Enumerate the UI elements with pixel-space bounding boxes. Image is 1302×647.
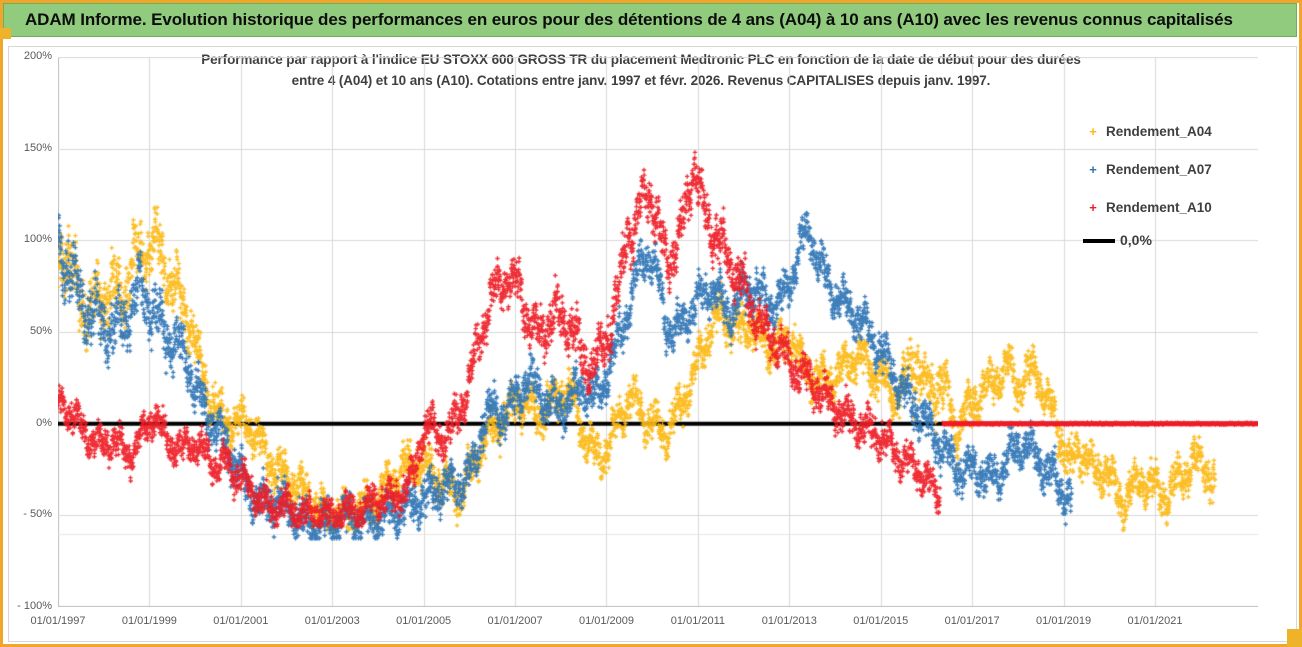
x-tick-label: 01/01/1997	[30, 615, 86, 627]
x-tick-label: 01/01/2009	[578, 615, 635, 627]
x-tick-label: 01/01/2003	[304, 615, 360, 627]
x-tick-label: 01/01/2007	[487, 615, 543, 627]
x-tick-label: 01/01/2015	[853, 615, 909, 627]
x-tick-label: 01/01/2011	[670, 615, 726, 627]
legend-label: Rendement_A04	[1106, 124, 1212, 140]
gold-accent-bottom-right	[1287, 629, 1302, 647]
x-tick-label: 01/01/2013	[761, 615, 817, 627]
x-tick-label: 01/01/1999	[121, 615, 177, 627]
zero-line-label: 0,0%	[1120, 232, 1152, 248]
legend-item-rendement-a10: + Rendement_A10	[1080, 199, 1212, 217]
x-tick-label: 01/01/2005	[396, 615, 452, 627]
y-tick-label: 50%	[29, 325, 52, 337]
plus-marker-icon: +	[1089, 200, 1097, 216]
x-tick-label: 01/01/2017	[944, 615, 1000, 627]
header-banner: ADAM Informe. Evolution historique des p…	[3, 3, 1297, 37]
scatter-plot-canvas	[58, 57, 1258, 607]
legend-item-rendement-a07: + Rendement_A07	[1080, 161, 1212, 179]
y-tick-label: 200%	[23, 50, 52, 62]
x-tick-label: 01/01/2019	[1036, 615, 1092, 627]
y-tick-label: - 50%	[23, 508, 52, 521]
legend-item-rendement-a04: + Rendement_A04	[1080, 123, 1212, 141]
y-tick-label: - 100%	[17, 600, 52, 612]
plus-marker-icon: +	[1089, 124, 1097, 140]
y-tick-label: 0%	[36, 416, 52, 429]
y-tick-label: 150%	[23, 141, 52, 154]
x-tick-label: 01/01/2001	[213, 615, 269, 627]
y-tick-label: 100%	[23, 233, 52, 246]
plus-marker-icon: +	[1089, 162, 1097, 178]
x-tick-label: 01/01/2021	[1127, 615, 1183, 627]
gold-accent-top-left	[0, 28, 11, 39]
zero-line-swatch	[1083, 239, 1115, 243]
legend-label: Rendement_A10	[1106, 200, 1212, 216]
legend-label: Rendement_A07	[1106, 162, 1212, 178]
banner-title: ADAM Informe. Evolution historique des p…	[25, 10, 1233, 29]
